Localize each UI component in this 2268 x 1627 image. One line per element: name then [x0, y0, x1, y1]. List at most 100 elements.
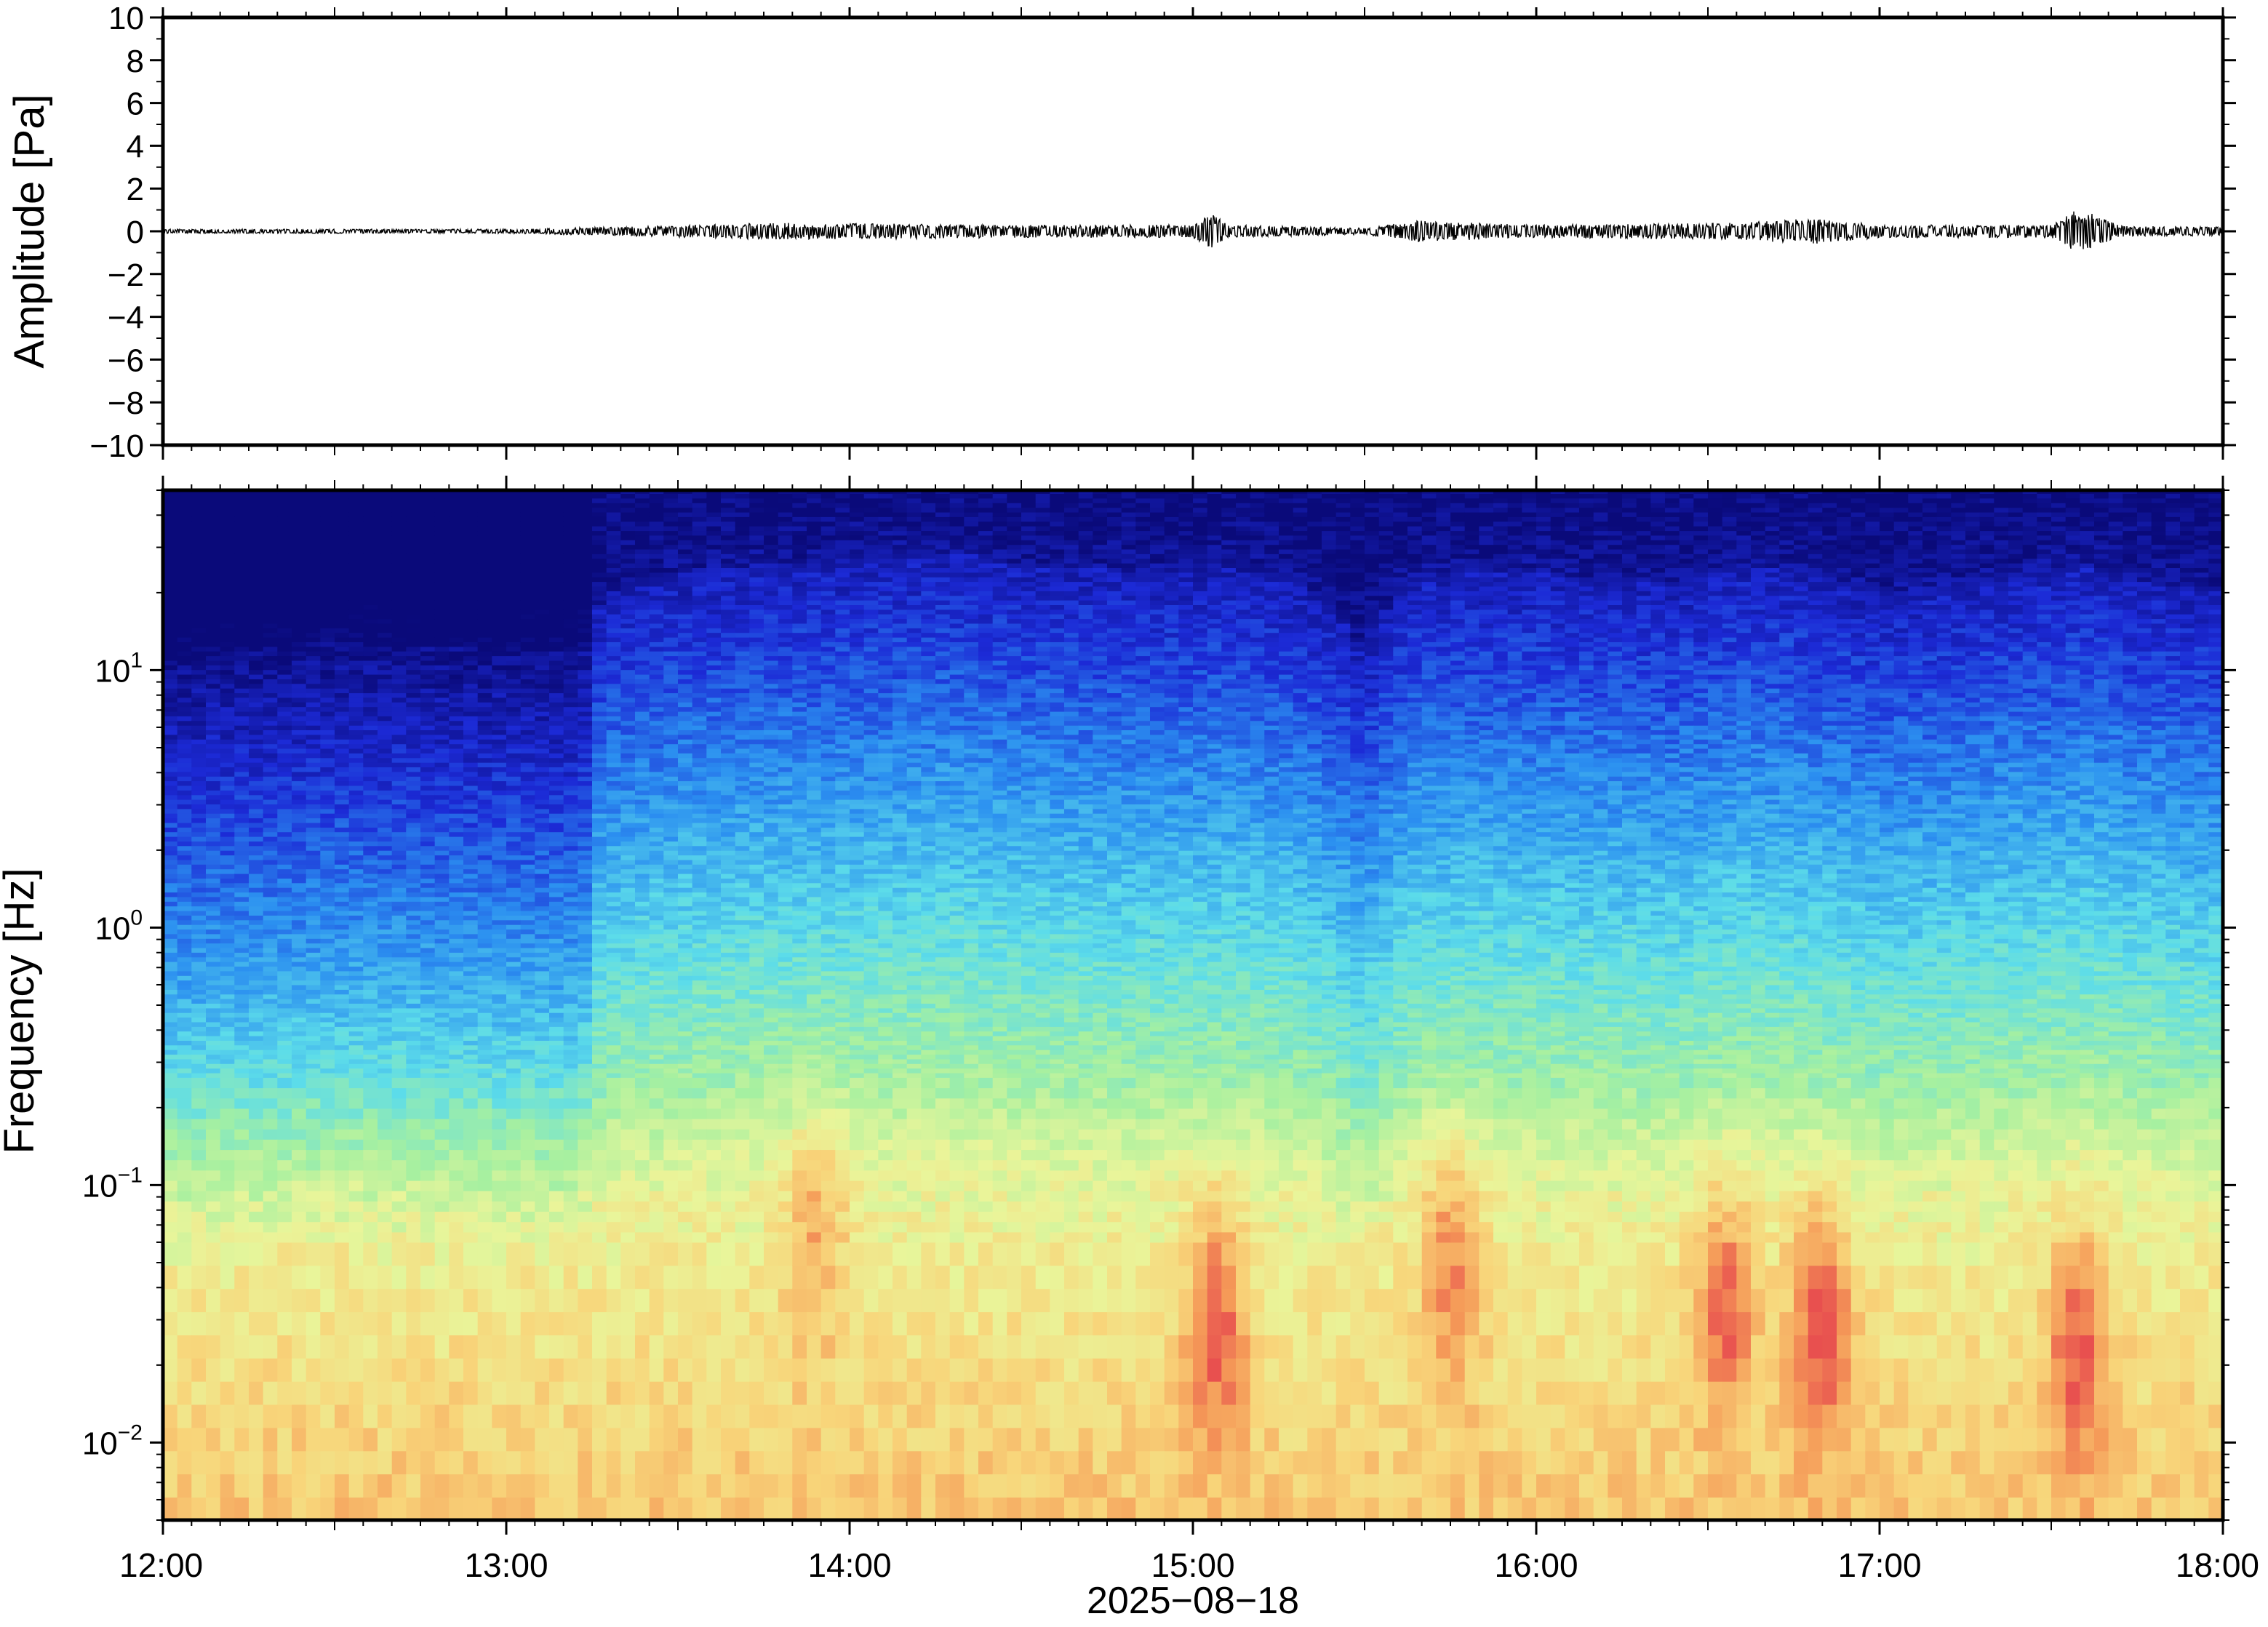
spectrogram-cell	[506, 966, 522, 971]
spectrogram-cell	[306, 526, 322, 531]
spectrogram-cell	[449, 604, 464, 609]
spectrogram-cell	[564, 711, 579, 716]
spectrogram-cell	[277, 1474, 292, 1498]
spectrogram-cell	[463, 753, 479, 758]
spectrogram-cell	[492, 609, 507, 615]
spectrogram-cell	[506, 1054, 522, 1059]
spectrogram-cell	[206, 924, 221, 930]
spectrogram-cell	[363, 628, 378, 633]
spectrogram-cell	[177, 813, 193, 818]
spectrogram-cell	[292, 906, 307, 911]
spectrogram-cell	[249, 591, 264, 596]
spectrogram-cell	[506, 660, 522, 665]
spectrogram-cell	[191, 735, 207, 740]
spectrogram-cell	[220, 883, 236, 888]
spectrogram-cell	[335, 813, 350, 818]
spectrogram-cell	[249, 1063, 264, 1068]
spectrogram-cell	[177, 702, 193, 707]
spectrogram-cell	[578, 1201, 593, 1212]
spectrogram-cell	[306, 878, 322, 883]
spectrogram-cell	[206, 1129, 221, 1140]
spectrogram-cell	[177, 864, 193, 869]
spectrogram-cell	[263, 1040, 279, 1045]
spectrogram-cell	[592, 883, 607, 888]
spectrogram-cell	[263, 660, 279, 665]
spectrogram-cell	[478, 688, 493, 693]
spectrogram-cell	[378, 868, 393, 874]
spectrogram-cell	[220, 934, 236, 939]
spectrogram-cell	[435, 790, 450, 795]
spectrogram-cell	[420, 1211, 436, 1222]
spectrogram-cell	[420, 684, 436, 689]
spectrogram-cell	[177, 836, 193, 842]
spectrogram-cell	[163, 665, 178, 670]
spectrogram-cell	[320, 1358, 335, 1382]
spectrogram-cell	[249, 855, 264, 860]
spectrogram-cell	[535, 493, 550, 498]
spectrogram-cell	[163, 1288, 178, 1312]
spectrogram-cell	[349, 929, 364, 934]
spectrogram-cell	[578, 943, 593, 948]
spectrogram-cell	[363, 897, 378, 902]
spectrogram-cell	[349, 989, 364, 994]
spectrogram-cell	[564, 1232, 579, 1243]
spectrogram-cell	[163, 1054, 178, 1059]
spectrogram-cell	[463, 637, 479, 642]
spectrogram-cell	[521, 1497, 536, 1521]
spectrogram-cell	[521, 1087, 536, 1098]
spectrogram-cell	[463, 868, 479, 874]
spectrogram-cell	[163, 716, 178, 721]
spectrogram-cell	[306, 785, 322, 791]
spectrogram-cell	[592, 758, 607, 763]
spectrogram-cell	[263, 943, 279, 948]
spectrogram-cell	[335, 855, 350, 860]
spectrogram-cell	[335, 641, 350, 647]
spectrogram-cell	[406, 966, 421, 971]
spectrogram-cell	[521, 887, 536, 892]
spectrogram-cell	[320, 1201, 335, 1212]
spectrogram-cell	[449, 521, 464, 527]
spectrogram-cell	[191, 948, 207, 953]
spectrogram-cell	[363, 971, 378, 976]
spectrogram-cell	[435, 1022, 450, 1027]
spectrogram-cell	[463, 632, 479, 637]
spectrogram-cell	[535, 628, 550, 633]
spectrogram-cell	[349, 725, 364, 730]
spectrogram-cell	[163, 1404, 178, 1428]
spectrogram-cell	[206, 1358, 221, 1382]
spectrogram-cell	[320, 1063, 335, 1068]
spectrogram-cell	[449, 692, 464, 697]
spectrogram-cell	[492, 971, 507, 976]
spectrogram-cell	[263, 498, 279, 503]
spectrogram-cell	[392, 1232, 407, 1243]
spectrogram-cell	[392, 507, 407, 512]
spectrogram-cell	[234, 952, 249, 957]
spectrogram-cell	[349, 651, 364, 656]
spectrogram-cell	[378, 1045, 393, 1050]
spectrogram-cell	[549, 827, 564, 832]
spectrogram-cell	[549, 609, 564, 615]
spectrogram-cell	[277, 692, 292, 697]
spectrogram-cell	[191, 878, 207, 883]
spectrogram-cell	[564, 567, 579, 572]
spectrogram-cell	[492, 577, 507, 582]
spectrogram-cell	[492, 632, 507, 637]
spectrogram-cell	[191, 512, 207, 517]
spectrogram-cell	[306, 647, 322, 652]
spectrogram-cell	[306, 591, 322, 596]
spectrogram-cell	[506, 836, 522, 842]
spectrogram-cell	[521, 628, 536, 633]
waveform-y-tick-label: −4	[108, 300, 144, 336]
spectrogram-cell	[549, 901, 564, 906]
spectrogram-cell	[163, 600, 178, 605]
spectrogram-cell	[191, 530, 207, 535]
spectrogram-cell	[435, 637, 450, 642]
spectrogram-cell	[191, 1201, 207, 1212]
spectrogram-cell	[549, 647, 564, 652]
spectrogram-cell	[263, 794, 279, 799]
spectrogram-cell	[191, 892, 207, 897]
spectrogram-cell	[263, 868, 279, 874]
spectrogram-cell	[292, 956, 307, 962]
spectrogram-cell	[449, 498, 464, 503]
